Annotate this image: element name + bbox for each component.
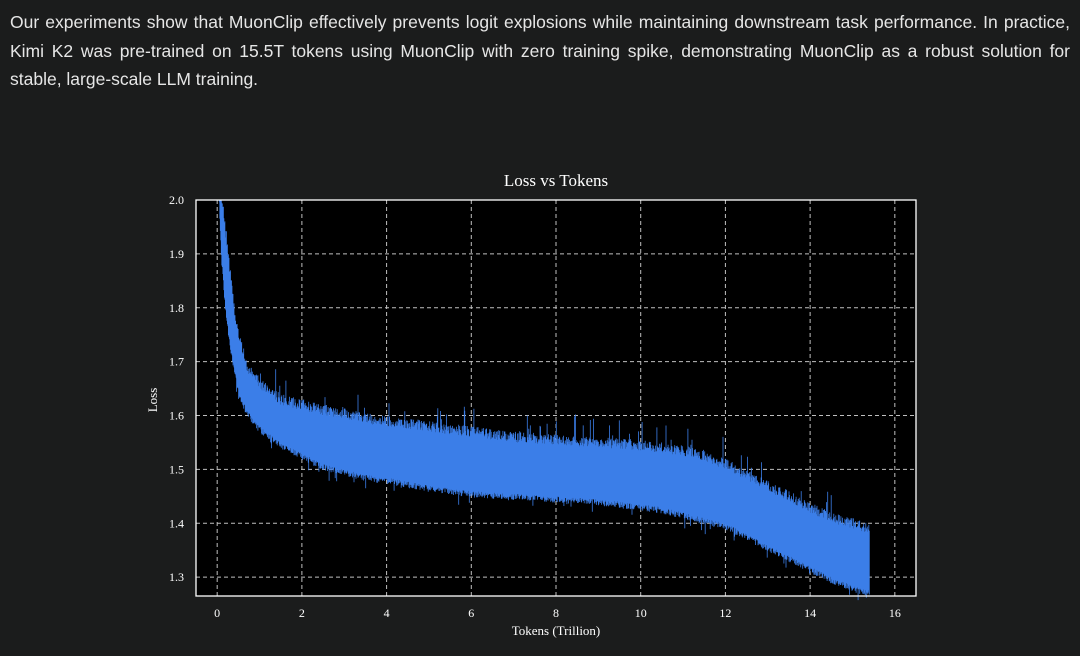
y-ticks: 1.3 1.4 1.5 1.6 1.7 1.8 1.9 2.0 — [169, 193, 184, 584]
x-tick-label: 0 — [214, 606, 220, 620]
x-tick-label: 12 — [719, 606, 731, 620]
x-tick-label: 16 — [889, 606, 901, 620]
y-tick-label: 1.5 — [169, 462, 184, 476]
loss-line — [218, 200, 870, 601]
y-tick-label: 1.6 — [169, 409, 184, 423]
x-tick-label: 2 — [299, 606, 305, 620]
y-tick-label: 2.0 — [169, 193, 184, 207]
y-axis-label: Loss — [145, 388, 160, 413]
y-tick-label: 1.3 — [169, 570, 184, 584]
description-paragraph: Our experiments show that MuonClip effec… — [10, 12, 1070, 89]
y-tick-label: 1.4 — [169, 516, 184, 530]
loss-chart: 0 2 4 6 8 10 12 14 16 1.3 1.4 1.5 1.6 1.7 1.8 1.9 2.0 L… — [135, 160, 935, 650]
x-tick-label: 4 — [384, 606, 390, 620]
x-ticks: 0 2 4 6 8 10 12 14 16 — [214, 606, 901, 620]
x-tick-label: 6 — [468, 606, 474, 620]
y-tick-label: 1.8 — [169, 301, 184, 315]
y-tick-label: 1.9 — [169, 247, 184, 261]
plot-frame — [195, 199, 917, 597]
y-tick-label: 1.7 — [169, 355, 184, 369]
x-tick-label: 14 — [804, 606, 816, 620]
x-tick-label: 8 — [553, 606, 559, 620]
loss-chart-svg: 0 2 4 6 8 10 12 14 16 1.3 1.4 1.5 1.6 1.7 1.8 1.9 2.0 L… — [135, 160, 935, 650]
x-axis-label: Tokens (Trillion) — [512, 623, 601, 638]
chart-title: Loss vs Tokens — [504, 171, 608, 190]
series-layer — [218, 200, 870, 601]
x-tick-label: 10 — [635, 606, 647, 620]
